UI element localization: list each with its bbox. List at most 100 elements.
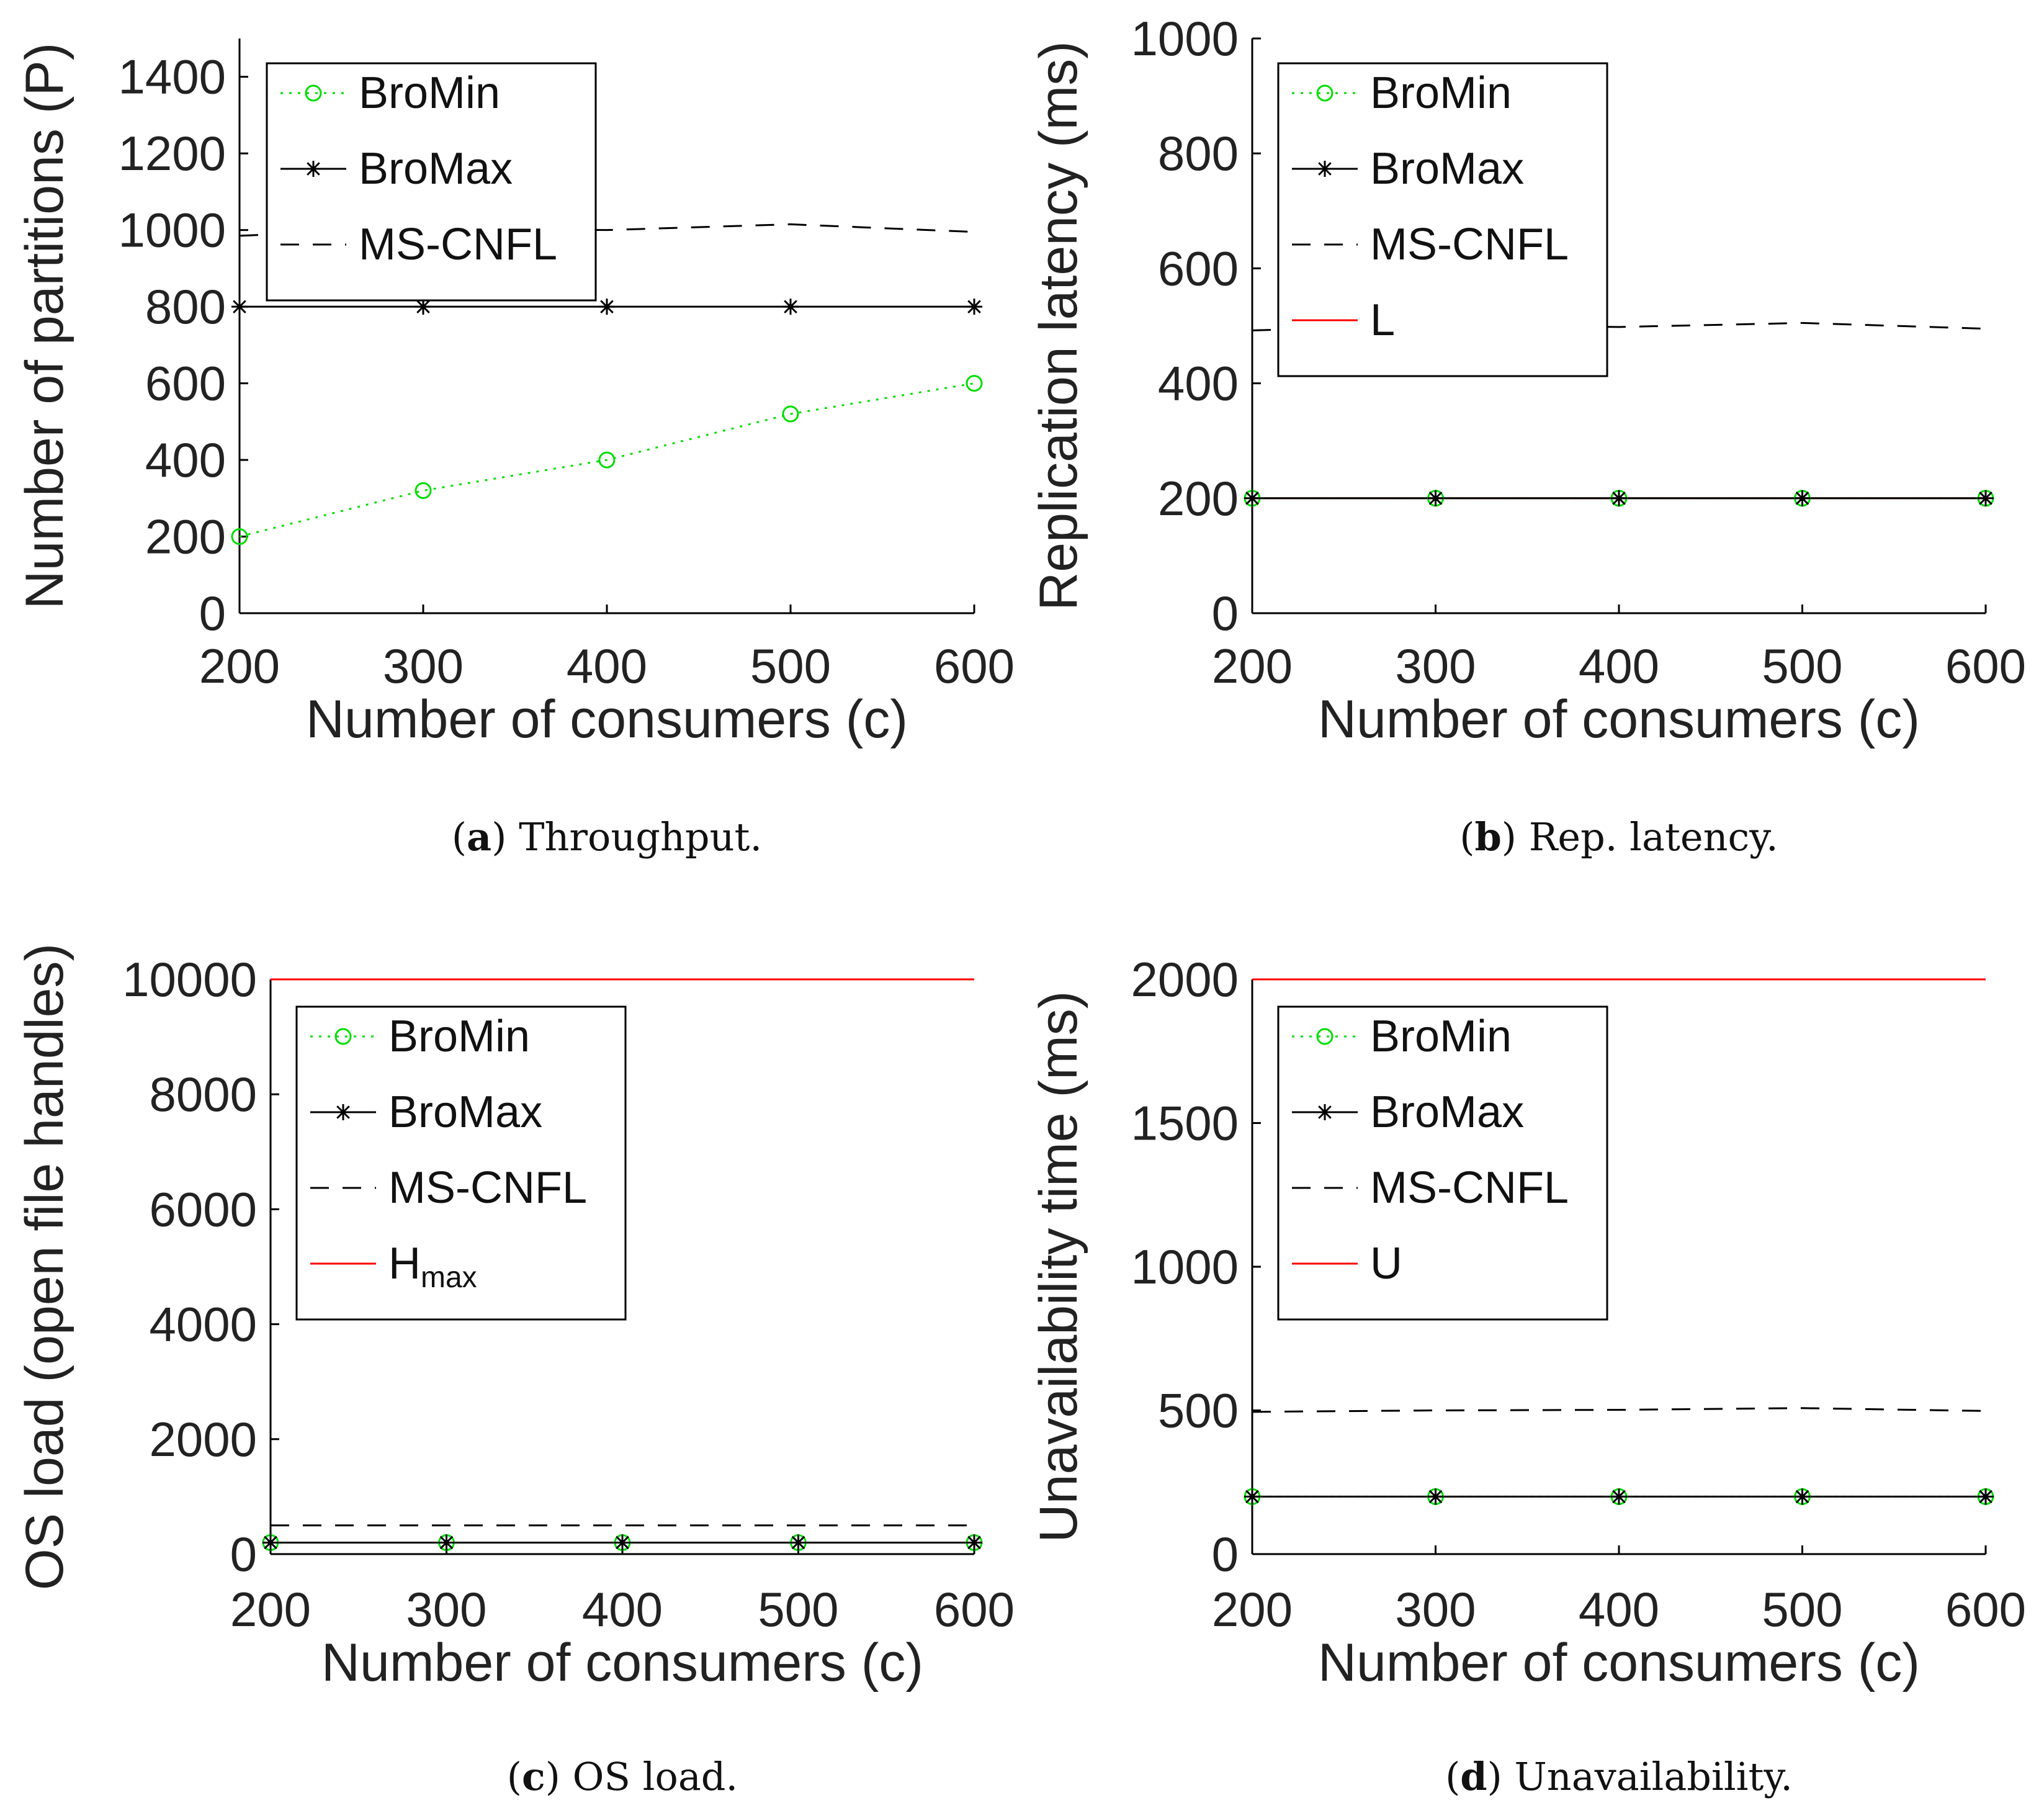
legend-label: MS-CNFL [1370, 220, 1569, 269]
y-axis-label: Replication latency (ms) [1029, 41, 1088, 611]
x-tick-label: 300 [1395, 639, 1476, 693]
legend-label: BroMin [1370, 68, 1512, 118]
x-axis-label: Number of consumers (c) [1318, 690, 1920, 749]
x-tick-label: 500 [1762, 1582, 1842, 1637]
series-line-ms-cnfl [1252, 1407, 1986, 1413]
data-point-bromax [438, 1534, 455, 1551]
x-tick-label: 400 [567, 639, 647, 693]
legend-label: BroMin [388, 1012, 530, 1061]
data-point-bromax [1978, 490, 1994, 506]
x-tick-label: 500 [1762, 639, 1842, 693]
y-tick-label: 600 [1158, 241, 1239, 295]
series-line-ms-cnfl [1252, 321, 1986, 331]
y-tick-label: 800 [1158, 126, 1239, 181]
series-line-bromin [239, 382, 975, 537]
legend-box [295, 1005, 627, 1321]
x-tick-label: 400 [1579, 639, 1659, 693]
legend-label: BroMin [1370, 1012, 1512, 1061]
x-tick-label: 200 [199, 639, 280, 693]
data-point-bromax [599, 299, 615, 315]
legend: BroMin BroMax MS-CNFL L [1277, 62, 1608, 377]
data-point-bromax [1794, 490, 1811, 506]
data-point-bromax [614, 1534, 630, 1551]
data-point-bromax [231, 299, 248, 315]
legend-label: BroMax [388, 1087, 542, 1137]
y-tick-label: 1200 [118, 126, 226, 181]
legend-marker [1316, 1028, 1334, 1045]
data-point-bromax [1427, 1488, 1444, 1505]
legend-label: BroMax [1370, 1087, 1524, 1137]
data-point-bromax [1611, 1488, 1627, 1505]
y-tick-label: 4000 [149, 1297, 257, 1352]
x-tick-label: 200 [1212, 1582, 1293, 1637]
y-tick-label: 1400 [118, 50, 226, 104]
y-tick-label: 500 [1158, 1383, 1239, 1438]
y-tick-label: 0 [1212, 586, 1239, 641]
data-point-bromax [1244, 490, 1260, 506]
legend-label: U [1370, 1239, 1402, 1288]
data-point-bromax [1244, 1488, 1260, 1505]
x-tick-label: 400 [1579, 1582, 1659, 1637]
legend-label: MS-CNFL [388, 1163, 587, 1213]
data-point-bromax [966, 299, 982, 315]
y-tick-label: 0 [1212, 1527, 1239, 1581]
legend-marker [305, 84, 322, 102]
subfigure-caption: (b) Rep. latency. [1459, 814, 1778, 860]
legend-box [266, 62, 597, 302]
series-line-ms-cnfl [239, 223, 975, 237]
legend-label: MS-CNFL [359, 220, 557, 269]
data-point-bromax [1978, 1488, 1994, 1505]
x-axis-label: Number of consumers (c) [1318, 1633, 1920, 1692]
legend-box [1277, 62, 1608, 377]
legend-box [1277, 1005, 1608, 1321]
x-tick-label: 300 [383, 639, 464, 693]
data-point-bromax [262, 1534, 279, 1551]
data-point-bromax [1611, 490, 1627, 506]
legend-label: BroMax [359, 144, 513, 194]
y-tick-label: 200 [1158, 471, 1239, 526]
x-tick-label: 200 [1212, 639, 1293, 693]
x-tick-label: 500 [750, 639, 831, 693]
x-tick-label: 200 [230, 1582, 311, 1637]
y-tick-label: 400 [145, 433, 226, 487]
legend-marker [335, 1104, 351, 1120]
y-tick-label: 10000 [122, 952, 257, 1007]
y-tick-label: 200 [145, 510, 226, 564]
y-tick-label: 0 [230, 1527, 257, 1581]
legend: BroMin BroMax MS-CNFL [266, 62, 597, 302]
legend: BroMin BroMax MS-CNFL U [1277, 1005, 1608, 1321]
x-tick-label: 400 [582, 1582, 663, 1637]
legend-marker [1317, 1104, 1333, 1120]
chart-panel-c: 200 300 400 500 6000200040006000800010000Num… [15, 943, 1015, 1799]
x-tick-label: 300 [1395, 1582, 1476, 1637]
legend-marker [1317, 161, 1333, 177]
subfigure-caption: (a) Throughput. [452, 814, 762, 860]
data-point-bromin [966, 375, 983, 392]
y-tick-label: 800 [145, 279, 226, 334]
y-tick-label: 1000 [1131, 11, 1239, 66]
data-point-bromax [782, 299, 799, 315]
x-tick-label: 500 [758, 1582, 838, 1637]
y-tick-label: 6000 [149, 1182, 257, 1236]
data-point-bromax [1427, 490, 1444, 506]
x-tick-label: 600 [1945, 1582, 2026, 1637]
y-tick-label: 1000 [1131, 1239, 1239, 1294]
x-tick-label: 300 [406, 1582, 486, 1637]
data-point-bromax [1794, 1488, 1811, 1505]
x-tick-label: 600 [934, 639, 1015, 693]
legend-label-subscript: max [421, 1261, 477, 1294]
y-tick-label: 1000 [118, 203, 226, 258]
y-tick-label: 1500 [1131, 1096, 1239, 1151]
y-tick-label: 8000 [149, 1067, 257, 1122]
data-point-bromax [415, 299, 431, 315]
subfigure-caption: (d) Unavailability. [1445, 1754, 1793, 1799]
y-tick-label: 0 [199, 586, 226, 641]
y-axis-label: Number of partitions (P) [15, 43, 74, 609]
legend-marker [334, 1028, 352, 1045]
legend-label: L [1370, 295, 1395, 345]
x-tick-label: 600 [1945, 639, 2026, 693]
y-tick-label: 400 [1158, 356, 1239, 411]
data-point-bromin [782, 405, 799, 423]
